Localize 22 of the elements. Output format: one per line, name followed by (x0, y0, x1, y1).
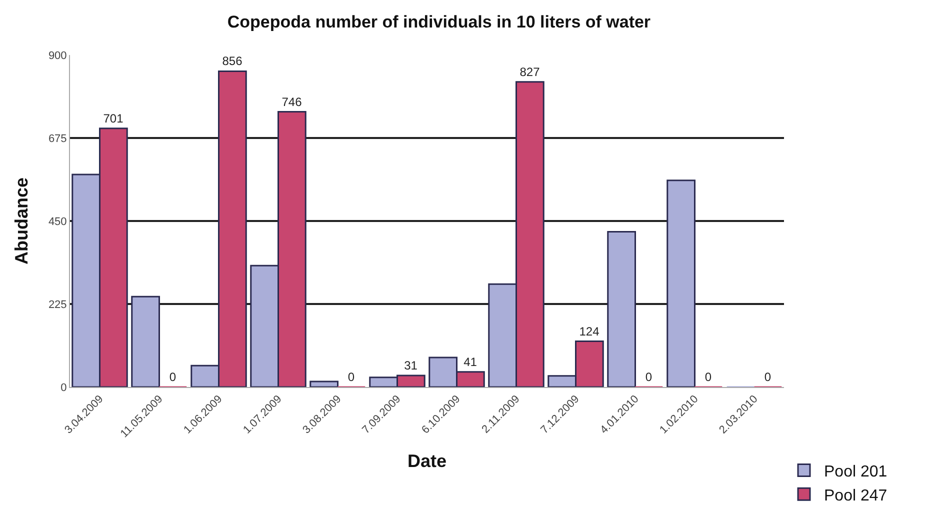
data-label: 0 (169, 370, 176, 384)
data-label: 0 (348, 370, 355, 384)
legend-label: Pool 247 (824, 487, 888, 504)
data-label: 41 (464, 354, 478, 369)
y-axis-title: Abudance (12, 177, 32, 265)
data-label: 31 (404, 358, 418, 373)
data-label: 0 (645, 370, 652, 384)
data-label: 701 (103, 111, 124, 126)
y-tick-label: 675 (48, 132, 67, 145)
x-axis-title: Date (407, 451, 447, 472)
y-tick-label: 450 (48, 216, 67, 228)
data-label: 827 (520, 64, 540, 79)
chart-title: Copepoda number of individuals in 10 liters of water (227, 12, 651, 32)
data-label: 0 (704, 370, 712, 384)
legend-label: Pool 201 (824, 464, 888, 481)
y-tick-label: 225 (48, 298, 67, 311)
data-label: 856 (222, 54, 243, 68)
data-label: 124 (579, 324, 600, 338)
y-tick-label: 900 (48, 50, 67, 62)
y-tick-label: 0 (60, 382, 67, 394)
data-label: 0 (764, 370, 772, 384)
data-label: 746 (282, 94, 302, 109)
